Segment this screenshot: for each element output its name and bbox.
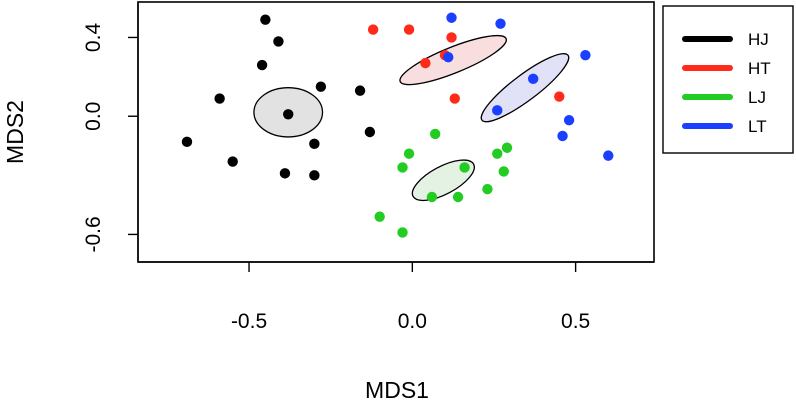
point-hj-9 xyxy=(181,136,193,148)
point-hj-10 xyxy=(309,138,320,150)
point-lt-2 xyxy=(495,18,506,29)
point-ht-1 xyxy=(367,24,379,35)
point-ht-2 xyxy=(403,24,415,35)
legend: HJ HT LJ LT xyxy=(662,5,794,154)
point-hj-11 xyxy=(227,156,238,167)
point-ht-6 xyxy=(449,93,460,104)
point-lt-3 xyxy=(443,51,454,63)
legend-label-lj: LJ xyxy=(748,88,766,107)
point-hj-12 xyxy=(279,168,291,179)
point-lj-5 xyxy=(397,162,408,173)
legend-box xyxy=(662,5,794,154)
x-tick-label: 0.5 xyxy=(561,310,590,333)
point-lj-6 xyxy=(459,162,470,173)
point-hj-5 xyxy=(214,93,225,104)
point-lt-7 xyxy=(563,114,575,126)
y-axis-title: MDS2 xyxy=(2,100,28,164)
legend-label-hj: HJ xyxy=(748,30,769,49)
point-hj-1 xyxy=(260,14,271,25)
point-lt-5 xyxy=(527,73,539,85)
y-axis: -0.6 0.0 0.4 xyxy=(82,2,139,262)
point-lj-12 xyxy=(397,227,408,238)
data-points xyxy=(181,12,614,238)
point-lt-6 xyxy=(492,105,503,116)
point-hj-3 xyxy=(256,59,268,71)
ellipse-ht xyxy=(399,34,508,86)
point-lt-9 xyxy=(603,150,614,161)
point-lj-11 xyxy=(374,211,385,222)
point-lt-1 xyxy=(446,12,457,23)
y-tick-label: 0.0 xyxy=(82,102,105,131)
x-tick-label: 0.0 xyxy=(398,310,427,333)
point-hj-7 xyxy=(354,85,366,96)
point-lj-7 xyxy=(498,166,509,177)
legend-label-ht: HT xyxy=(748,59,771,78)
point-ht-7 xyxy=(554,91,565,102)
point-lj-3 xyxy=(492,148,503,159)
x-axis: -0.5 0.0 0.5 xyxy=(138,261,654,333)
point-lt-4 xyxy=(580,49,591,61)
legend-label-lt: LT xyxy=(748,117,767,136)
point-hj-8 xyxy=(364,126,376,138)
point-hj-4 xyxy=(315,81,327,92)
point-hj-6 xyxy=(283,109,294,120)
point-lj-9 xyxy=(426,191,438,203)
point-lj-2 xyxy=(403,148,415,159)
point-hj-2 xyxy=(273,36,284,47)
point-lj-4 xyxy=(501,142,513,153)
point-ht-4 xyxy=(420,57,431,69)
x-axis-title: MDS1 xyxy=(365,377,429,403)
point-lj-1 xyxy=(429,128,441,140)
point-ht-3 xyxy=(446,32,457,43)
point-lt-8 xyxy=(557,130,568,142)
x-tick-label: -0.5 xyxy=(231,310,267,333)
y-tick-label: -0.6 xyxy=(82,216,105,252)
y-tick-label: 0.4 xyxy=(82,23,105,53)
point-lj-8 xyxy=(482,183,493,195)
point-lj-10 xyxy=(452,191,464,203)
ellipse-lj xyxy=(411,159,475,202)
ellipse-lt xyxy=(480,53,570,123)
point-hj-13 xyxy=(309,170,320,181)
